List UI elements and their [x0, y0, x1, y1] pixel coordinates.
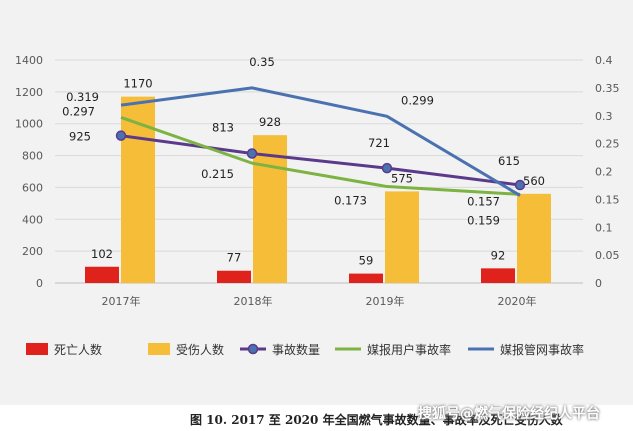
- legend-swatch: [26, 343, 48, 355]
- line-marker: [115, 130, 127, 141]
- y-left-tick-label: 1200: [15, 86, 43, 99]
- y-left-tick-label: 800: [22, 150, 43, 163]
- data-label: 0.297: [62, 104, 95, 118]
- y-left-tick-label: 600: [22, 181, 43, 194]
- y-left-tick-label: 1400: [15, 54, 43, 67]
- data-label: 0.319: [66, 90, 99, 104]
- bar-injuries: [253, 135, 287, 283]
- legend-label: 媒报管网事故率: [500, 342, 584, 357]
- data-label: 615: [498, 154, 520, 168]
- chart: 0 200 400 600 800 1000 1200 1400 0 0.05 0.1 0.15 0.2…: [15, 54, 620, 357]
- data-label: 77: [227, 251, 242, 265]
- y-right-tick-label: 0.1: [595, 221, 613, 234]
- line-marker: [246, 148, 258, 159]
- bar-deaths: [349, 273, 383, 283]
- y-left-tick-label: 200: [22, 245, 43, 258]
- line-accident-count: [120, 134, 521, 187]
- y-left-tick-label: 400: [22, 213, 43, 226]
- legend-swatch: [148, 343, 170, 355]
- y-right-tick-label: 0.15: [595, 193, 620, 206]
- data-label: 813: [212, 121, 234, 135]
- y-right-tick-label: 0: [595, 277, 602, 290]
- legend-label: 事故数量: [272, 342, 320, 357]
- data-label: 0.299: [401, 93, 434, 107]
- legend-marker: [247, 343, 259, 355]
- y-left-tick-label: 1000: [15, 118, 43, 131]
- data-label: 102: [91, 247, 113, 261]
- data-label: 721: [368, 136, 390, 150]
- watermark: 搜狐号@燃气保险经纪人平台: [418, 406, 600, 422]
- line-pipeline-accident-rate: [120, 86, 521, 197]
- bar-injuries: [385, 191, 419, 283]
- y-left-tick-label: 0: [36, 277, 43, 290]
- y-right-tick-label: 0.3: [595, 110, 613, 123]
- legend-label: 媒报用户事故率: [367, 342, 451, 357]
- y-right-tick-label: 0.35: [595, 82, 620, 95]
- data-label: 0.35: [249, 55, 275, 69]
- y-right-tick-label: 0.05: [595, 249, 620, 262]
- y-right-tick-label: 0.4: [595, 54, 613, 67]
- data-label: 1170: [123, 77, 152, 91]
- data-label: 0.157: [467, 194, 500, 208]
- data-label: 92: [491, 248, 506, 262]
- line-marker: [514, 179, 526, 191]
- bar-injuries: [517, 193, 551, 283]
- x-tick-label: 2017年: [102, 294, 141, 308]
- bar-deaths: [85, 266, 119, 283]
- line-marker: [381, 162, 393, 174]
- data-label: 925: [69, 130, 91, 144]
- x-tick-label: 2018年: [234, 294, 273, 308]
- line-user-accident-rate: [120, 116, 521, 196]
- data-label: 59: [359, 254, 374, 268]
- data-label: 560: [523, 174, 545, 188]
- y-right-tick-label: 0.25: [595, 138, 620, 151]
- x-tick-label: 2020年: [498, 294, 537, 308]
- data-label: 575: [391, 171, 413, 185]
- chart-panel: 0 200 400 600 800 1000 1200 1400 0 0.05 0.1 0.15 0.2…: [0, 0, 633, 405]
- figure-caption: 图 10. 2017 至 2020 年全国燃气事故数量、事故率及死亡受伤人数: [190, 413, 563, 427]
- legend-label: 死亡人数: [54, 342, 102, 357]
- data-label: 0.173: [334, 194, 367, 208]
- data-label: 0.215: [201, 167, 234, 181]
- data-label: 0.159: [467, 213, 500, 227]
- data-label: 928: [259, 115, 281, 129]
- caption-bar: 图 10. 2017 至 2020 年全国燃气事故数量、事故率及死亡受伤人数: [0, 405, 633, 431]
- bar-deaths: [481, 268, 515, 283]
- y-right-tick-label: 0.2: [595, 166, 613, 179]
- bar-deaths: [217, 270, 251, 283]
- legend-label: 受伤人数: [176, 342, 224, 357]
- x-tick-label: 2019年: [366, 294, 405, 308]
